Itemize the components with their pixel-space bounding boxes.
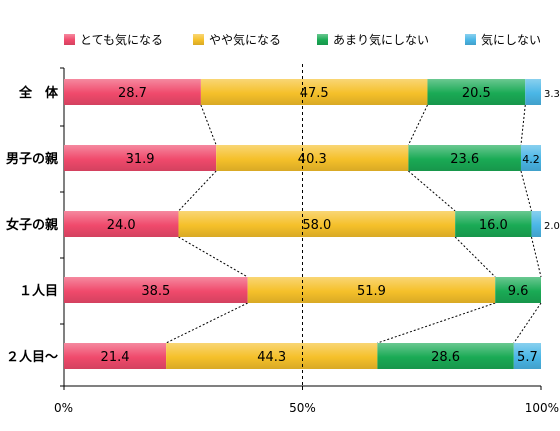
legend-label: 気にしない (481, 32, 541, 47)
bar-segment (531, 211, 541, 237)
value-labels: 28.7 47.5 20.5 3.3 31.9 40.3 23.6 4.2 24.0 58.0 16… (101, 86, 560, 365)
legend-item: 気にしない (465, 32, 541, 47)
value-label: 44.3 (257, 350, 286, 365)
bar-segment (216, 145, 409, 171)
connector-line (200, 104, 217, 146)
value-label: 38.5 (141, 284, 170, 299)
connector-line (407, 104, 428, 146)
bar-segment (495, 277, 541, 303)
value-label: 40.3 (298, 152, 327, 167)
legend: とても気になる やや気になる あまり気にしない 気にしない (64, 32, 541, 47)
bar-segment (513, 343, 541, 369)
value-label: 3.3 (544, 89, 560, 100)
connector-line (178, 170, 217, 212)
value-label: 16.0 (479, 218, 508, 233)
value-label: 9.6 (508, 284, 529, 299)
connector-line (520, 104, 526, 146)
connector-line (165, 302, 248, 344)
x-tick-label: 0% (54, 401, 73, 415)
category-label: 女子の親 (6, 217, 58, 233)
value-label: 47.5 (300, 86, 329, 101)
connector-line (178, 236, 248, 278)
bar-segment (64, 277, 248, 303)
connector-lines (165, 104, 542, 344)
bar-segment (525, 79, 541, 105)
value-label: 20.5 (462, 86, 491, 101)
bar-segment (427, 79, 526, 105)
legend-label: とても気になる (80, 32, 163, 47)
bar-segment (64, 79, 201, 105)
x-tick-label: 100% (525, 401, 559, 415)
value-label: 4.2 (522, 153, 540, 166)
bar-segment (166, 343, 378, 369)
value-label: 5.7 (517, 350, 538, 365)
value-label: 28.6 (431, 350, 460, 365)
legend-label: あまり気にしない (333, 32, 429, 47)
value-label: 28.7 (118, 86, 147, 101)
value-label: 2.0 (544, 221, 560, 232)
legend-swatch (317, 34, 328, 45)
legend-swatch (193, 34, 204, 45)
connector-line (513, 302, 542, 344)
bar-segment (408, 145, 521, 171)
value-label: 23.6 (450, 152, 479, 167)
bar-segment (178, 211, 456, 237)
legend-item: とても気になる (64, 32, 163, 47)
legend-swatch (465, 34, 476, 45)
bar-segment (64, 145, 217, 171)
bar-segment (64, 211, 179, 237)
category-label: 全 体 (18, 85, 59, 101)
connector-line (377, 302, 496, 344)
legend-swatch (64, 34, 75, 45)
legend-label: やや気になる (209, 32, 281, 47)
value-label: 21.4 (101, 350, 130, 365)
bar-segment (520, 145, 541, 171)
connector-line (454, 236, 496, 278)
category-label: １人目 (19, 283, 58, 299)
connector-line (408, 170, 456, 212)
category-label: ２人目～ (6, 349, 58, 365)
value-label: 58.0 (302, 218, 331, 233)
category-label: 男子の親 (6, 151, 58, 167)
legend-item: あまり気にしない (317, 32, 429, 47)
value-label: 31.9 (126, 152, 155, 167)
x-tick-label: 50% (289, 401, 316, 415)
value-label: 51.9 (357, 284, 386, 299)
bar-segment (64, 343, 167, 369)
connector-line (520, 170, 532, 212)
legend-item: やや気になる (193, 32, 281, 47)
bar-segment (377, 343, 514, 369)
bar-segment (200, 79, 428, 105)
value-label: 24.0 (107, 218, 136, 233)
bar-segment (455, 211, 532, 237)
bar-segment (247, 277, 496, 303)
bars (64, 79, 541, 369)
connector-line (530, 236, 542, 278)
